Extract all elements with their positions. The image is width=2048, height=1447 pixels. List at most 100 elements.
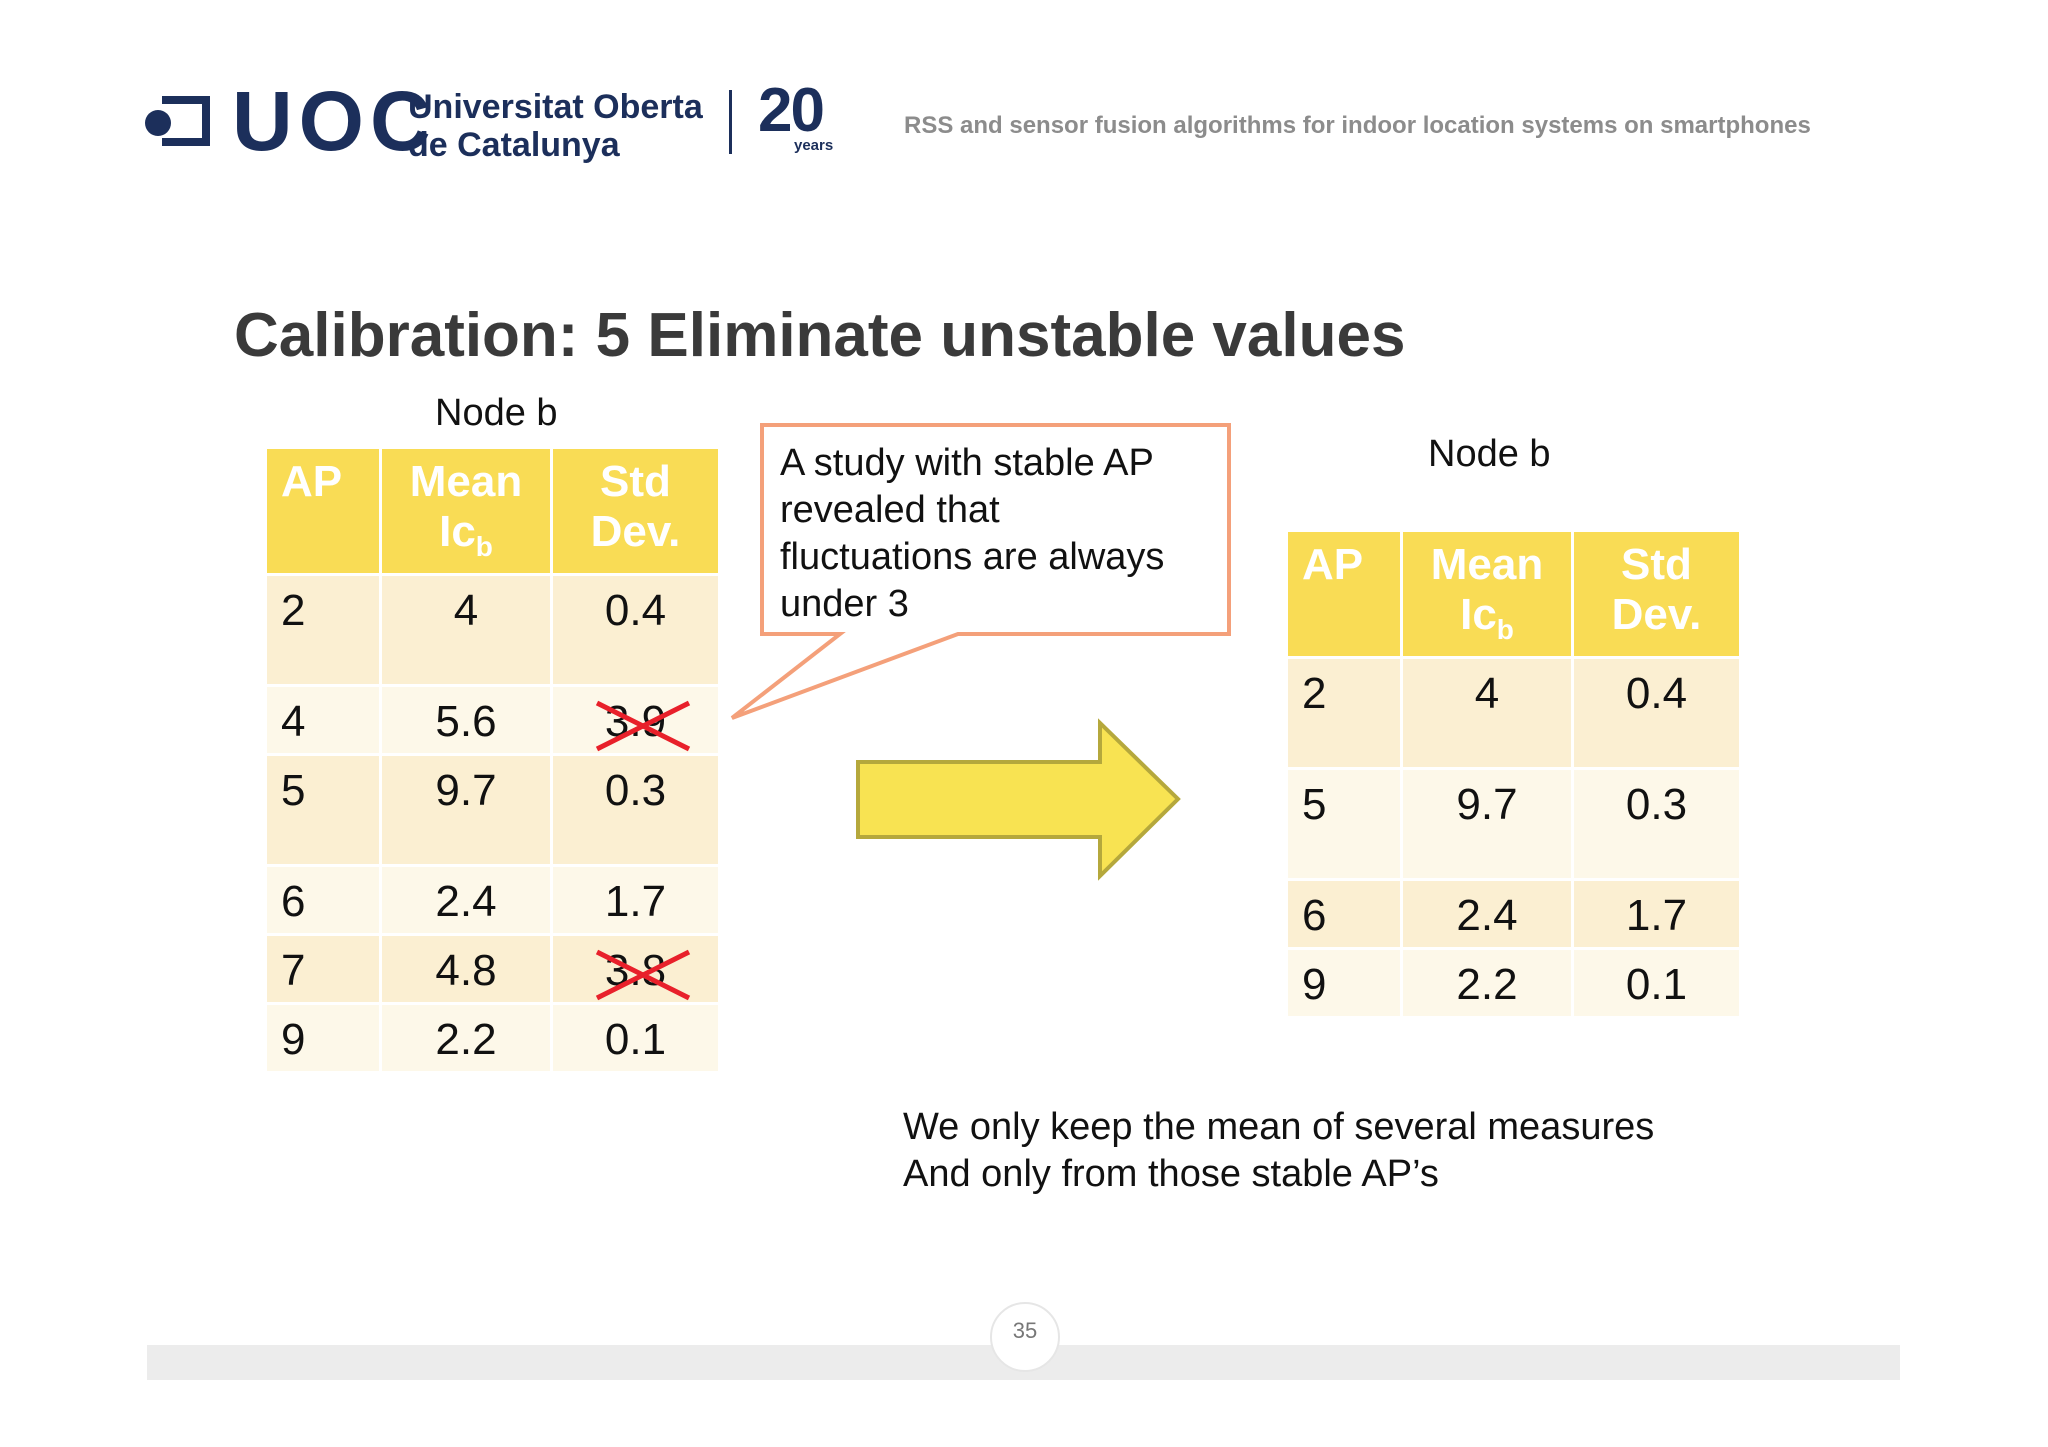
callout-line2: revealed that (780, 489, 1000, 531)
callout-text: A study with stable AP revealed that flu… (780, 440, 1230, 628)
cell-std-value: 1.7 (604, 877, 667, 926)
cell-std: 0.3 (1574, 770, 1739, 878)
cell-mean-value: 2.2 (435, 1015, 497, 1064)
cell-ap: 6 (267, 867, 379, 933)
table-row: 6 2.4 1.7 (267, 867, 718, 933)
page-number: 35 (1012, 1318, 1038, 1343)
cell-std-value: 0.4 (604, 586, 667, 635)
table-row: 7 4.8 3.8 (267, 936, 718, 1002)
cell-std-value: 1.7 (1625, 891, 1688, 940)
cell-std: 3.8 (553, 936, 718, 1002)
cell-mean: 4 (382, 576, 550, 684)
cell-std: 1.7 (1574, 881, 1739, 947)
cell-ap: 2 (267, 576, 379, 684)
logo-divider (729, 90, 732, 154)
cell-ap-value: 6 (1302, 891, 1327, 940)
header-mean-subscript: b (1496, 614, 1514, 645)
cell-mean-value: 4 (453, 586, 479, 635)
cell-mean: 2.2 (1403, 950, 1571, 1016)
cell-mean: 9.7 (382, 756, 550, 864)
callout-line3: fluctuations are always (780, 536, 1165, 578)
header-std: Std Dev. (1574, 532, 1739, 656)
cell-mean: 4.8 (382, 936, 550, 1002)
cell-mean: 9.7 (1403, 770, 1571, 878)
cell-ap: 2 (1288, 659, 1400, 767)
table-row: 4 5.6 3.9 (267, 687, 718, 753)
left-table-caption: Node b (435, 392, 558, 434)
cell-ap: 9 (267, 1005, 379, 1071)
right-arrow-icon (856, 718, 1181, 881)
page-number-badge (990, 1302, 1060, 1372)
cell-mean-value: 9.7 (1456, 780, 1518, 829)
cell-ap-value: 9 (281, 1015, 306, 1064)
cell-std: 1.7 (553, 867, 718, 933)
table-row: 9 2.2 0.1 (267, 1005, 718, 1071)
cell-mean-value: 2.4 (435, 877, 497, 926)
header-mean: Mean Icb (382, 449, 550, 573)
strike-x-icon (595, 949, 691, 1001)
header-ap: AP (1288, 532, 1400, 656)
cell-mean-value: 9.7 (435, 766, 497, 815)
header-mean-label: Mean (1430, 540, 1544, 589)
bottom-note-line2: And only from those stable AP’s (903, 1153, 1439, 1195)
header-std-line1: Std (1621, 540, 1692, 589)
cell-std: 0.4 (553, 576, 718, 684)
university-name: Universitat Oberta de Catalunya (408, 88, 703, 164)
university-name-line2: de Catalunya (408, 126, 620, 164)
cell-mean: 2.4 (1403, 881, 1571, 947)
cell-mean-value: 5.6 (435, 697, 497, 746)
table-row: 9 2.2 0.1 (1288, 950, 1739, 1016)
cell-mean-value: 2.2 (1456, 960, 1518, 1009)
slide-title: Calibration: 5 Eliminate unstable values (234, 301, 1406, 370)
cell-ap: 9 (1288, 950, 1400, 1016)
cell-ap-value: 9 (1302, 960, 1327, 1009)
cell-std: 0.1 (553, 1005, 718, 1071)
cell-ap-value: 5 (281, 766, 306, 815)
header-ap: AP (267, 449, 379, 573)
cell-std-value: 0.4 (1625, 669, 1688, 718)
uoc-logo-mark-icon (145, 96, 210, 146)
table-header-row: AP Mean Icb Std Dev. (1288, 532, 1739, 656)
table-row: 5 9.7 0.3 (1288, 770, 1739, 878)
cell-mean-value: 4.8 (435, 946, 497, 995)
callout-shape (730, 423, 1231, 720)
strike-x-icon (595, 700, 691, 752)
anniversary-label: years (794, 137, 834, 154)
header-mean-symbol: Icb (1413, 590, 1561, 645)
callout-line4: under 3 (780, 583, 909, 625)
table-header-row: AP Mean Icb Std Dev. (267, 449, 718, 573)
cell-std-value: 0.3 (604, 766, 667, 815)
callout-line1: A study with stable AP (780, 442, 1154, 484)
cell-ap-value: 7 (281, 946, 306, 995)
cell-mean: 2.4 (382, 867, 550, 933)
cell-ap: 4 (267, 687, 379, 753)
header-std: Std Dev. (553, 449, 718, 573)
cell-std: 3.9 (553, 687, 718, 753)
cell-ap: 5 (1288, 770, 1400, 878)
presentation-title: RSS and sensor fusion algorithms for ind… (904, 112, 1811, 139)
cell-ap: 5 (267, 756, 379, 864)
cell-mean-value: 4 (1474, 669, 1500, 718)
cell-std: 0.1 (1574, 950, 1739, 1016)
left-data-table: AP Mean Icb Std Dev. 240.445.63.959.70.3… (264, 446, 721, 1074)
cell-ap-value: 6 (281, 877, 306, 926)
cell-std: 0.4 (1574, 659, 1739, 767)
header-mean-symbol: Icb (392, 507, 540, 562)
anniversary-number: 20 (758, 76, 825, 145)
header-mean-label: Mean (409, 457, 523, 506)
right-table-caption: Node b (1428, 433, 1551, 475)
uoc-logo-text: UOC (232, 74, 437, 168)
cell-ap: 7 (267, 936, 379, 1002)
cell-mean: 4 (1403, 659, 1571, 767)
cell-ap-value: 5 (1302, 780, 1327, 829)
cell-std-value: 0.3 (1625, 780, 1688, 829)
university-name-line1: Universitat Oberta (408, 88, 703, 126)
cell-std: 0.3 (553, 756, 718, 864)
bottom-note: We only keep the mean of several measure… (903, 1104, 1654, 1198)
cell-mean: 2.2 (382, 1005, 550, 1071)
header-std-line2: Dev. (1611, 590, 1702, 639)
cell-std-value: 0.1 (604, 1015, 667, 1064)
bottom-note-line1: We only keep the mean of several measure… (903, 1106, 1655, 1148)
table-row: 6 2.4 1.7 (1288, 881, 1739, 947)
